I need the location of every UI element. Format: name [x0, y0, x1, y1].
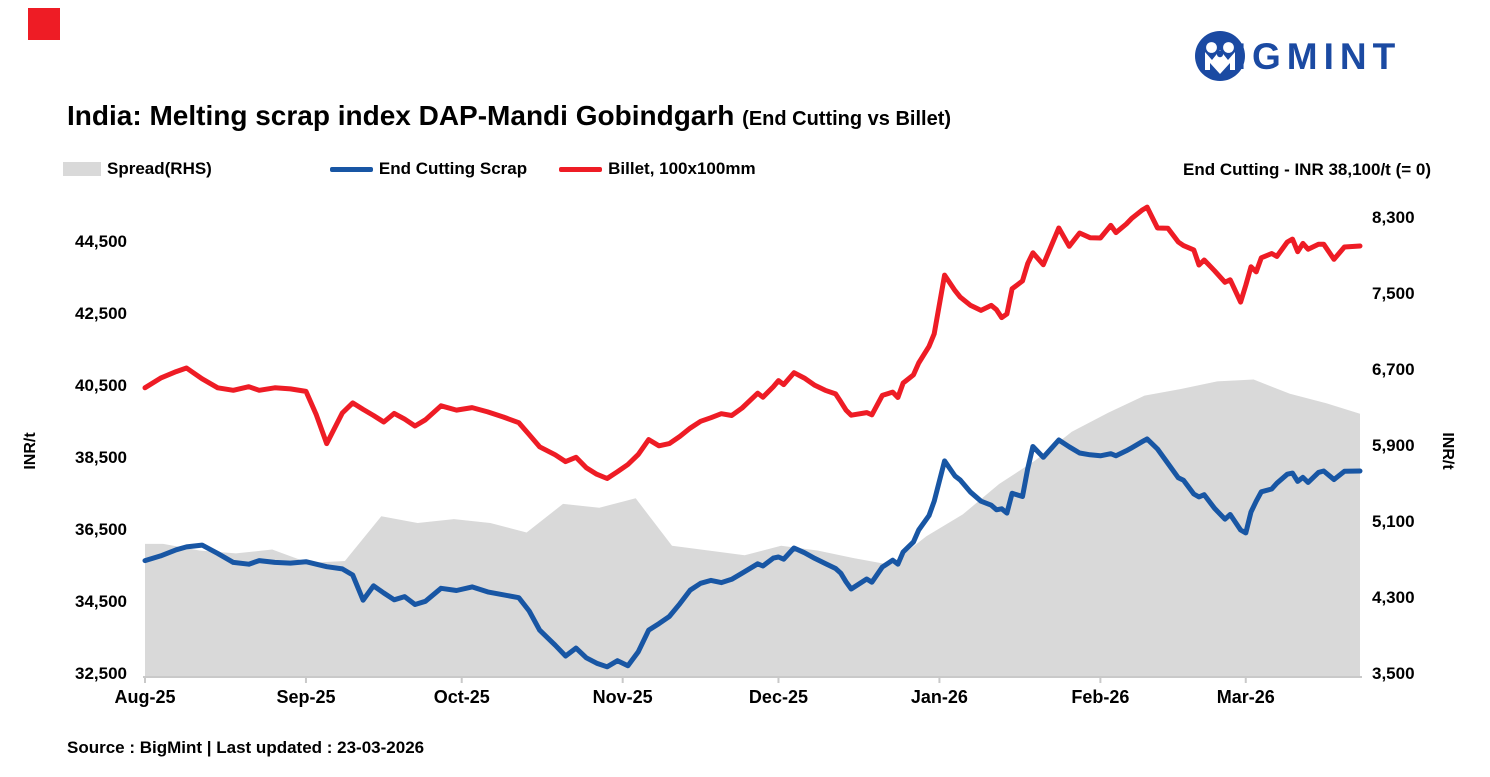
x-axis-tick-label: Oct-25: [433, 687, 490, 707]
y-right-tick-label: 7,500: [1372, 284, 1415, 303]
y-right-tick-label: 3,500: [1372, 664, 1415, 683]
billet-line-swatch-icon: [559, 166, 603, 172]
spread-area: [145, 379, 1360, 677]
y-right-tick-label: 5,100: [1372, 512, 1415, 531]
y-left-axis-title: INR/t: [22, 432, 39, 470]
y-left-tick-label: 42,500: [75, 304, 127, 323]
y-left-tick-label: 36,500: [75, 520, 127, 539]
x-axis-tick-label: Aug-25: [114, 687, 176, 707]
x-axis-tick-label: Nov-25: [592, 687, 653, 707]
y-left-tick-label: 40,500: [75, 376, 127, 395]
y-right-tick-label: 4,300: [1372, 588, 1415, 607]
bigmint-logo: BIGMINT: [1194, 30, 1401, 86]
source-note: Source : BigMint | Last updated : 23-03-…: [67, 738, 425, 757]
x-axis-tick-label: Jan-26: [910, 687, 968, 707]
y-right-axis-title: INR/t: [1439, 432, 1456, 470]
x-axis-tick-label: Mar-26: [1216, 687, 1275, 707]
y-right-tick-label: 8,300: [1372, 208, 1415, 227]
legend: Spread(RHS) End Cutting Scrap Billet, 10…: [63, 156, 756, 182]
x-axis-tick-label: Sep-25: [276, 687, 336, 707]
legend-item-billet: Billet, 100x100mm: [559, 159, 756, 179]
scrap-line: [142, 436, 1363, 670]
y-left-tick-label: 44,500: [75, 232, 127, 251]
y-left-tick-label: 34,500: [75, 592, 127, 611]
x-axis-tick-label: Feb-26: [1071, 687, 1130, 707]
note-end-cutting-baseline: End Cutting - INR 38,100/t (= 0): [1183, 160, 1431, 179]
chart-title: India: Melting scrap index DAP-Mandi Gob…: [67, 100, 951, 132]
y-left-tick-label: 32,500: [75, 664, 127, 683]
legend-item-scrap: End Cutting Scrap: [329, 159, 528, 179]
x-axis-ticks: [144, 677, 1247, 683]
x-axis-tick-label: Dec-25: [748, 687, 808, 707]
billet-line: [142, 204, 1363, 481]
spread-area-swatch-icon: [63, 162, 101, 176]
chart-title-suffix: (End Cutting vs Billet): [742, 108, 952, 130]
bigmint-logo-mark-icon: [1195, 31, 1245, 81]
red-accent-square: [28, 8, 60, 40]
chart-title-main: India: Melting scrap index DAP-Mandi Gob…: [67, 100, 735, 131]
scrap-line-swatch-icon: [329, 166, 373, 172]
legend-item-spread: Spread(RHS): [63, 159, 212, 179]
y-right-tick-label: 6,700: [1372, 360, 1415, 379]
legend-label-billet: Billet, 100x100mm: [608, 159, 756, 178]
legend-label-spread: Spread(RHS): [107, 159, 212, 178]
y-right-tick-label: 5,900: [1372, 436, 1415, 455]
y-left-tick-label: 38,500: [75, 448, 127, 467]
legend-label-scrap: End Cutting Scrap: [378, 159, 528, 178]
